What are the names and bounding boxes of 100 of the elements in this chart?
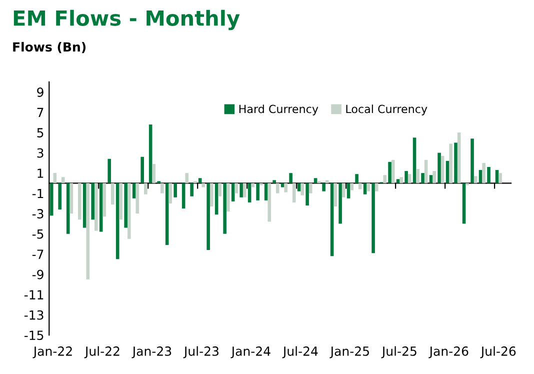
bar bbox=[108, 158, 111, 184]
y-tick-label: 5 bbox=[37, 128, 44, 138]
y-tick-label: 9 bbox=[37, 88, 44, 97]
bar bbox=[231, 183, 235, 202]
bar bbox=[396, 179, 400, 184]
bar bbox=[198, 178, 202, 184]
x-tick-label: Jul-23 bbox=[183, 346, 218, 358]
bar bbox=[160, 183, 164, 194]
bar bbox=[440, 156, 444, 184]
bar bbox=[355, 174, 358, 184]
y-tick-label: 3 bbox=[37, 148, 44, 158]
bar bbox=[148, 124, 152, 184]
bar bbox=[400, 177, 403, 184]
bar bbox=[372, 183, 375, 254]
bar bbox=[226, 183, 230, 212]
bar bbox=[110, 183, 114, 204]
bar bbox=[429, 175, 433, 184]
bar bbox=[272, 180, 276, 184]
bar bbox=[334, 183, 337, 206]
y-tick-label: 7 bbox=[37, 108, 44, 118]
bar bbox=[116, 183, 120, 260]
legend-label: Local Currency bbox=[346, 104, 428, 116]
bar bbox=[102, 183, 106, 217]
bar bbox=[276, 183, 280, 194]
bar bbox=[438, 152, 441, 184]
bar bbox=[432, 171, 436, 184]
bar bbox=[306, 183, 309, 206]
x-tick-label: Jul-25 bbox=[381, 346, 416, 358]
bar bbox=[66, 183, 70, 234]
y-tick-label: -1 bbox=[32, 188, 44, 198]
bar bbox=[82, 183, 86, 228]
bar bbox=[185, 173, 189, 184]
bar bbox=[94, 183, 98, 231]
bar bbox=[223, 183, 226, 234]
bar bbox=[165, 183, 169, 245]
bar bbox=[366, 183, 370, 192]
bar bbox=[50, 183, 54, 216]
bar bbox=[457, 132, 461, 184]
bar bbox=[256, 183, 260, 200]
bar bbox=[342, 183, 346, 198]
bar bbox=[338, 183, 342, 224]
y-tick-label: -11 bbox=[24, 290, 44, 300]
chart-title: EM Flows - Monthly bbox=[14, 10, 240, 30]
bar bbox=[449, 144, 452, 184]
bar bbox=[358, 183, 362, 190]
bar bbox=[78, 183, 82, 220]
bar bbox=[53, 173, 57, 184]
bar bbox=[297, 183, 301, 192]
bar bbox=[388, 162, 392, 184]
bar bbox=[487, 166, 490, 184]
bar bbox=[284, 183, 288, 192]
bar bbox=[292, 183, 296, 202]
bar bbox=[86, 183, 90, 280]
bar bbox=[374, 183, 378, 192]
bar bbox=[168, 183, 172, 204]
bar bbox=[91, 183, 94, 220]
y-tick-label: -9 bbox=[32, 270, 44, 280]
y-tick-label: -3 bbox=[32, 209, 44, 218]
bar bbox=[240, 183, 243, 198]
bar bbox=[152, 164, 156, 184]
bar bbox=[144, 183, 148, 194]
bar bbox=[70, 183, 74, 214]
bar bbox=[174, 183, 177, 198]
bar bbox=[202, 183, 206, 188]
x-tick-label: Jul-22 bbox=[84, 346, 120, 358]
bar bbox=[210, 183, 214, 206]
y-tick-label: -13 bbox=[24, 310, 44, 320]
y-axis-title: Flows (Bn) bbox=[13, 42, 86, 54]
x-tick-label: Jul-26 bbox=[480, 346, 516, 358]
bar bbox=[478, 170, 482, 184]
x-tick-label: Jan-25 bbox=[330, 346, 369, 358]
bar bbox=[350, 183, 354, 190]
bar bbox=[416, 169, 420, 184]
bar bbox=[391, 160, 395, 184]
bar bbox=[280, 183, 284, 188]
bar bbox=[383, 175, 386, 184]
bar bbox=[314, 178, 318, 184]
legend-label: Hard Currency bbox=[239, 104, 318, 116]
bar bbox=[300, 183, 304, 196]
bar bbox=[363, 183, 367, 194]
y-tick-label: -7 bbox=[32, 250, 44, 259]
bar bbox=[424, 160, 428, 184]
bar bbox=[482, 162, 486, 184]
bar bbox=[140, 156, 144, 184]
bar bbox=[325, 180, 329, 184]
bar bbox=[132, 183, 136, 198]
bar bbox=[495, 170, 499, 184]
bar bbox=[264, 183, 268, 200]
y-tick-label: -5 bbox=[32, 229, 44, 239]
bar bbox=[454, 142, 458, 184]
bar bbox=[99, 183, 103, 232]
bar bbox=[182, 183, 186, 209]
bar bbox=[289, 173, 292, 184]
bar bbox=[58, 183, 62, 210]
bar bbox=[346, 183, 350, 198]
bar bbox=[462, 183, 466, 224]
bar bbox=[421, 173, 424, 184]
bar bbox=[190, 183, 194, 196]
bar bbox=[119, 183, 123, 220]
bar bbox=[62, 177, 65, 184]
